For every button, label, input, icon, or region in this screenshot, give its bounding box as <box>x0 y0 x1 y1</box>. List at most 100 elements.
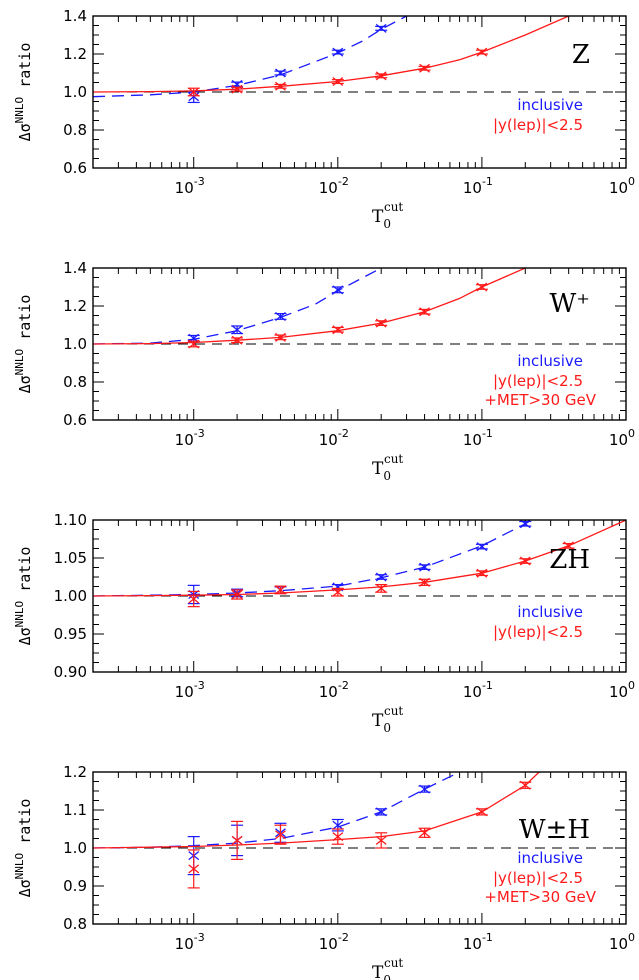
data-point <box>562 541 575 551</box>
y-tick-label: 1.0 <box>63 839 87 857</box>
x-tick-label: 100 <box>609 427 635 449</box>
point-marker <box>231 84 243 94</box>
data-point <box>187 339 200 349</box>
point-marker <box>275 830 286 840</box>
data-point <box>375 71 388 81</box>
series-curve <box>93 16 407 98</box>
data-point <box>418 827 431 838</box>
data-point <box>475 282 488 292</box>
point-marker <box>332 77 344 87</box>
point-marker <box>231 835 243 845</box>
series-curve <box>93 520 532 597</box>
series-curve <box>93 772 540 849</box>
series-cut <box>93 268 526 349</box>
y-tick-label: 0.90 <box>54 663 87 681</box>
y-tick-label: 1.05 <box>54 549 87 567</box>
y-tick-label: 0.9 <box>63 877 87 895</box>
data-point <box>475 807 488 817</box>
point-marker <box>332 587 344 597</box>
x-tick-label: 10-1 <box>463 679 493 701</box>
chart-panel-4: 0.8 0.9 1.0 1.1 1.2 10-3 10-2 10-1 100 ΔσNNLO rat… <box>13 763 635 980</box>
x-tick-label: 10-3 <box>175 427 205 449</box>
plot-frame <box>92 771 627 925</box>
x-tick-label: 10-2 <box>319 679 349 701</box>
data-point <box>274 81 287 91</box>
y-tick-label: 0.95 <box>54 625 87 643</box>
process-label: W±H <box>519 815 590 845</box>
x-tick-label: 100 <box>609 175 635 197</box>
y-axis-label: ΔσNNLO ratio <box>13 799 34 898</box>
legend-entry: |y(lep)|<2.5 <box>493 869 583 887</box>
data-point <box>375 583 388 593</box>
plot-frame <box>92 267 627 421</box>
y-tick-label: 1.2 <box>63 45 87 63</box>
point-marker <box>476 807 488 817</box>
data-point <box>274 332 287 342</box>
legend-entry: +MET>30 GeV <box>484 888 596 906</box>
point-marker <box>332 832 344 842</box>
point-marker <box>332 47 344 57</box>
legend-entry: inclusive <box>517 603 583 621</box>
point-marker <box>563 541 575 551</box>
y-tick-label: 1.00 <box>54 587 87 605</box>
series-curve <box>93 268 526 345</box>
point-marker <box>476 47 488 57</box>
data-point <box>418 307 431 317</box>
point-marker <box>332 820 344 830</box>
y-tick-label: 1.2 <box>63 297 87 315</box>
data-point <box>418 577 431 587</box>
data-point <box>418 562 431 572</box>
x-tick-label: 10-2 <box>319 427 349 449</box>
point-marker <box>275 81 286 91</box>
point-marker <box>275 332 286 342</box>
legend-entry: |y(lep)|<2.5 <box>493 116 583 134</box>
data-point <box>331 325 344 335</box>
x-tick-label: 10-3 <box>175 175 205 197</box>
point-marker <box>519 780 531 790</box>
y-tick-label: 0.8 <box>63 121 87 139</box>
series-inclusive <box>93 268 382 345</box>
chart-panel-3: 0.90 0.95 1.00 1.05 1.10 10-3 10-2 10-1 100 ΔσNNL… <box>13 511 635 735</box>
data-point <box>331 285 344 295</box>
series-cut <box>93 772 540 889</box>
x-tick-label: 100 <box>609 679 635 701</box>
data-point <box>519 556 532 566</box>
data-point <box>231 589 244 600</box>
x-tick-label: 10-2 <box>319 931 349 953</box>
legend-entry: inclusive <box>517 849 583 867</box>
x-tick-label: 10-2 <box>319 175 349 197</box>
series-curve <box>93 772 460 849</box>
data-point <box>331 587 344 597</box>
data-point <box>187 849 200 889</box>
x-axis-label: T0cut <box>372 200 403 231</box>
y-tick-label: 0.8 <box>63 373 87 391</box>
process-label: W⁺ <box>550 289 590 319</box>
point-marker <box>275 311 286 321</box>
data-point <box>519 780 532 790</box>
point-marker <box>375 71 387 81</box>
point-marker <box>375 572 387 582</box>
y-tick-label: 1.1 <box>63 801 87 819</box>
legend-entry: +MET>30 GeV <box>484 391 596 409</box>
point-marker <box>188 594 200 604</box>
data-point <box>475 542 488 552</box>
series-inclusive <box>93 772 460 876</box>
point-marker <box>519 556 531 566</box>
point-marker <box>375 583 387 593</box>
point-marker <box>519 520 531 529</box>
series-cut <box>93 16 569 97</box>
point-marker <box>231 325 243 335</box>
x-tick-label: 10-1 <box>463 175 493 197</box>
point-marker <box>332 285 344 295</box>
plot-frame <box>92 15 627 169</box>
data-point <box>274 68 287 78</box>
chart-panel-1: 0.6 0.8 1.0 1.2 1.4 10-3 10-2 10-1 100 ΔσNNLO rat… <box>13 7 635 231</box>
x-axis-label: T0cut <box>372 956 403 980</box>
point-marker <box>419 577 430 587</box>
x-tick-label: 10-3 <box>175 679 205 701</box>
x-tick-label: 100 <box>609 931 635 953</box>
data-point <box>375 318 388 328</box>
point-marker <box>188 339 200 349</box>
data-point <box>375 832 388 849</box>
